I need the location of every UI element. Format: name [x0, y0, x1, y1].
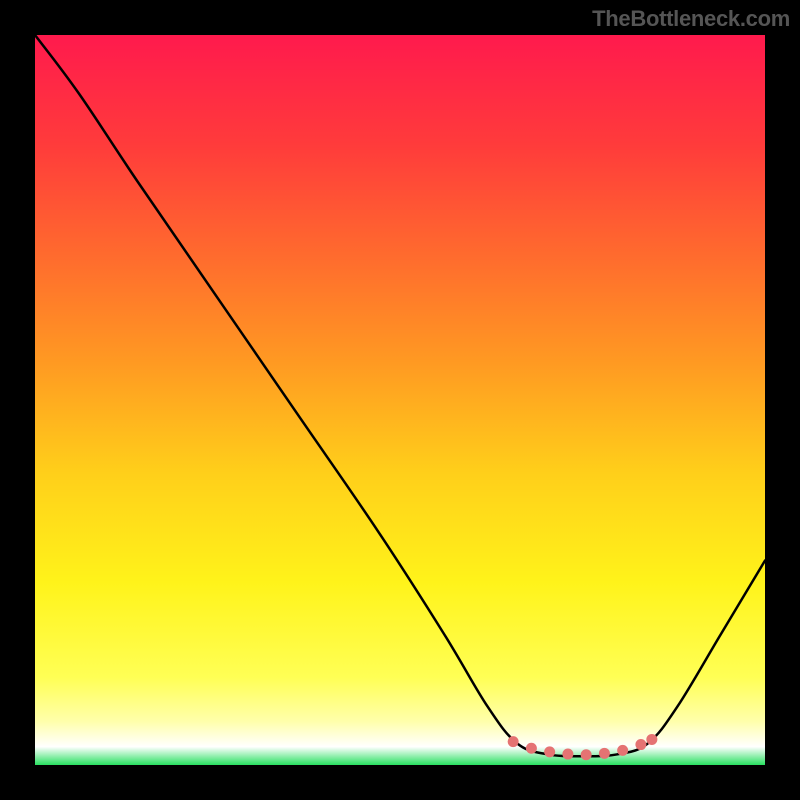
watermark-text: TheBottleneck.com: [592, 6, 790, 32]
highlight-marker: [599, 748, 609, 758]
highlight-marker: [618, 745, 628, 755]
highlight-marker: [581, 750, 591, 760]
chart-container: TheBottleneck.com: [0, 0, 800, 800]
highlight-marker: [636, 740, 646, 750]
highlight-marker: [526, 743, 536, 753]
highlight-marker: [647, 734, 657, 744]
highlight-marker: [508, 737, 518, 747]
highlight-marker: [545, 747, 555, 757]
gradient-plot-area: [35, 35, 765, 765]
chart-svg: [0, 0, 800, 800]
highlight-marker: [563, 749, 573, 759]
